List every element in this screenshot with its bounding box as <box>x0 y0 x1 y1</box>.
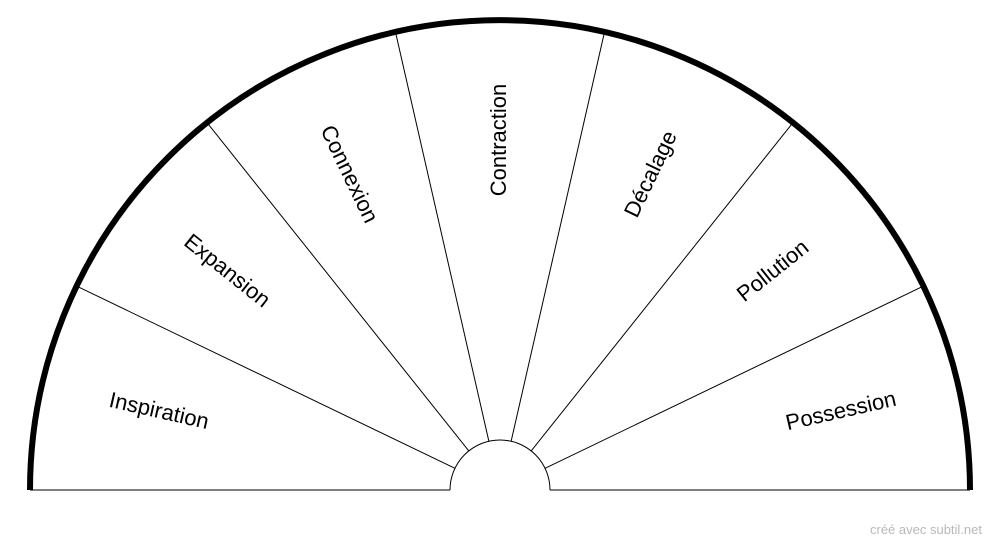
dial-divider <box>395 32 488 441</box>
sector-label: Contraction <box>486 84 511 197</box>
dial-divider <box>545 286 923 468</box>
credit-text: créé avec subtil.net <box>870 522 982 537</box>
dial-inner-arc <box>450 440 550 490</box>
sector-label: Connexion <box>316 121 384 227</box>
dial-divider <box>511 32 604 441</box>
sector-label: Possession <box>783 386 898 435</box>
sector-label: Expansion <box>179 229 275 313</box>
sector-label: Décalage <box>619 127 682 222</box>
dial-divider <box>77 286 455 468</box>
sector-label: Inspiration <box>107 387 212 434</box>
semicircle-dial: Inspiration Expansion Connexion Contraction… <box>0 0 1000 540</box>
sector-label: Pollution <box>732 234 814 306</box>
